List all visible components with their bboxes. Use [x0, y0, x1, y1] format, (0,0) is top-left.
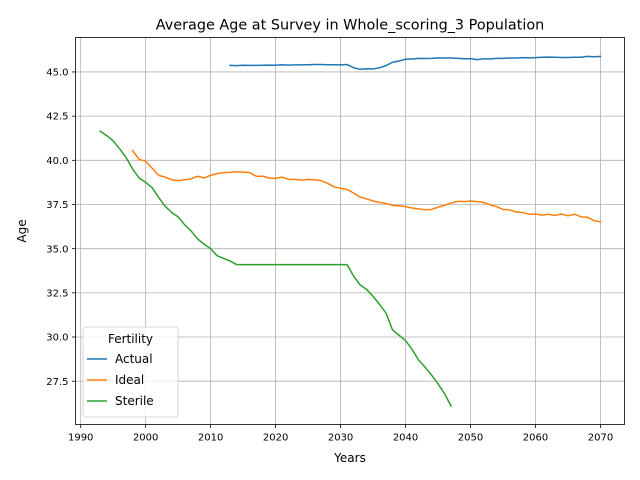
x-axis-label: Years	[333, 451, 366, 465]
x-tick-label: 2000	[133, 433, 158, 444]
series-line-ideal	[131, 149, 602, 223]
x-tick-label: 1990	[68, 433, 93, 444]
y-axis-label: Age	[15, 219, 29, 242]
legend-title: Fertility	[108, 332, 153, 346]
y-tick-label: 30.0	[46, 333, 68, 344]
legend-label-ideal: Ideal	[115, 373, 144, 387]
legend-label-sterile: Sterile	[115, 394, 154, 408]
y-tick-label: 42.5	[46, 112, 68, 123]
x-tick-label: 2040	[393, 433, 418, 444]
series-line-actual	[229, 55, 602, 71]
x-tick-label: 2050	[458, 433, 483, 444]
x-tick-label: 2020	[263, 433, 288, 444]
chart-title: Average Age at Survey in Whole_scoring_3…	[156, 18, 545, 34]
y-axis-ticks: 27.5 30.0 32.5 35.0 37.5 40.0 42.5 45.0	[46, 68, 76, 388]
legend: Fertility Actual Ideal Sterile	[82, 326, 179, 418]
legend-box	[82, 326, 179, 418]
y-tick-label: 35.0	[46, 244, 68, 255]
series-line-sterile	[99, 130, 453, 407]
legend-label-actual: Actual	[115, 352, 153, 366]
x-tick-label: 2070	[588, 433, 613, 444]
x-tick-label: 2010	[198, 433, 223, 444]
y-tick-label: 45.0	[46, 68, 68, 79]
x-tick-label: 2060	[523, 433, 548, 444]
y-tick-label: 37.5	[46, 200, 68, 211]
plot-frame	[75, 37, 625, 425]
y-tick-label: 32.5	[46, 288, 68, 299]
series-lines	[99, 55, 602, 407]
y-tick-label: 27.5	[46, 377, 68, 388]
x-axis-ticks: 1990 2000 2010 2020 2030 2040 2050 2060 2070	[68, 424, 613, 444]
x-tick-label: 2030	[328, 433, 353, 444]
y-tick-label: 40.0	[46, 156, 68, 167]
